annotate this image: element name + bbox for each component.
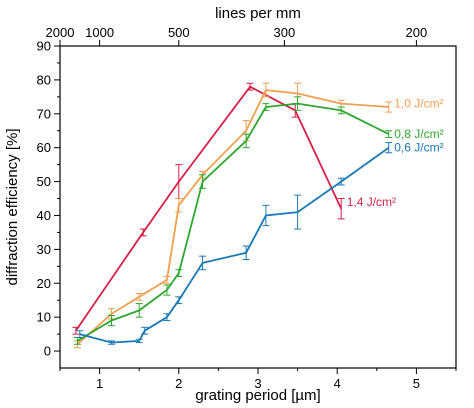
top-tick-label: 1000 xyxy=(85,25,114,40)
top-tick-label: 200 xyxy=(406,25,428,40)
y-tick-label: 0 xyxy=(44,344,51,359)
y-tick-label: 90 xyxy=(37,39,51,54)
x-tick-label: 2 xyxy=(175,376,182,391)
y-tick-label: 10 xyxy=(37,310,51,325)
series-line xyxy=(76,89,389,345)
x-axis-title: grating period [µm] xyxy=(195,387,320,404)
series-group xyxy=(76,142,393,345)
series-layer xyxy=(72,82,393,349)
x-tick-label: 4 xyxy=(334,376,341,391)
series-line xyxy=(79,146,390,344)
y-axis-title: diffraction efficiency [%] xyxy=(4,128,21,285)
y-tick-label: 60 xyxy=(37,140,51,155)
y-tick-label: 20 xyxy=(37,276,51,291)
top-tick-label: 2000 xyxy=(46,25,75,40)
x-tick-label: 5 xyxy=(413,376,420,391)
series-group xyxy=(73,82,393,349)
x-tick-label: 1 xyxy=(96,376,103,391)
x-tick-label: 3 xyxy=(254,376,261,391)
y-tick-label: 70 xyxy=(37,106,51,121)
y-tick-label: 40 xyxy=(37,208,51,223)
plot-frame xyxy=(59,45,457,369)
series-label: 0,6 J/cm² xyxy=(394,141,443,155)
series-label: 1,4 J/cm² xyxy=(347,195,396,209)
series-group xyxy=(73,96,393,345)
series-line xyxy=(75,85,343,332)
y-tick-label: 30 xyxy=(37,242,51,257)
top-axis-title: lines per mm xyxy=(215,5,301,22)
top-tick-label: 500 xyxy=(168,25,190,40)
y-tick-label: 80 xyxy=(37,72,51,87)
top-tick-label: 300 xyxy=(274,25,296,40)
y-tick-label: 50 xyxy=(37,174,51,189)
series-label: 1,0 J/cm² xyxy=(394,97,443,111)
series-label: 0,8 J/cm² xyxy=(394,127,443,141)
